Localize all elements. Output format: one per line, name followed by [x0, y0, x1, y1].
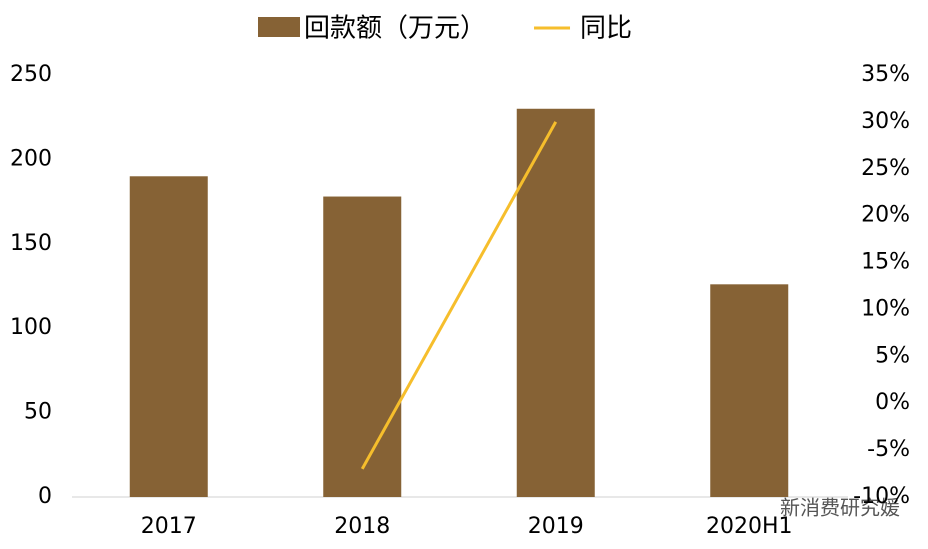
y-tick-label: 100	[10, 315, 52, 340]
y-tick-label: 150	[10, 231, 52, 256]
y2-tick-label: 10%	[861, 296, 910, 321]
y2-tick-label: 5%	[875, 343, 910, 368]
y2-tick-label: 35%	[861, 62, 910, 87]
y2-tick-label: -5%	[867, 437, 910, 462]
y-tick-label: 250	[10, 62, 52, 87]
y2-tick-label: 0%	[875, 390, 910, 415]
x-tick-label: 2018	[334, 514, 390, 539]
bar	[129, 176, 208, 497]
y-tick-label: 200	[10, 146, 52, 171]
y-tick-label: 0	[38, 484, 52, 509]
y2-tick-label: 20%	[861, 203, 910, 228]
bar	[516, 108, 595, 497]
legend-label: 回款额（万元）	[304, 14, 486, 44]
x-tick-label: 2020H1	[706, 514, 793, 539]
line	[360, 121, 558, 470]
y2-tick-label: -10%	[853, 484, 910, 509]
x-tick-label: 2019	[528, 514, 584, 539]
bar	[323, 196, 402, 497]
x-tick-label: 2017	[141, 514, 197, 539]
bar	[710, 284, 789, 497]
legend-label: 同比	[580, 14, 632, 44]
watermark: 新消费研究媛	[780, 496, 900, 520]
y-tick-label: 50	[24, 400, 52, 425]
y2-tick-label: 15%	[861, 250, 910, 275]
legend-swatch	[258, 17, 300, 37]
y2-tick-label: 25%	[861, 156, 910, 181]
y2-tick-label: 30%	[861, 109, 910, 134]
